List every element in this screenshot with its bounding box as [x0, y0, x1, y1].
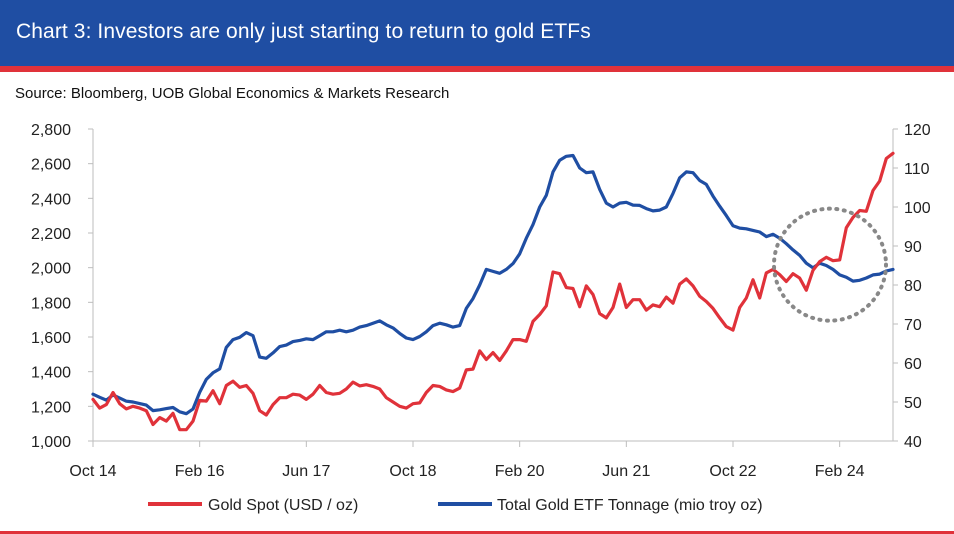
legend-label-etf: Total Gold ETF Tonnage (mio troy oz) [497, 497, 763, 514]
axes: 1,000 1,200 1,400 1,600 1,800 2,000 2,200 2,400… [31, 122, 931, 480]
x-tick-label: Oct 14 [69, 463, 116, 480]
y-left-tick-label: 1,800 [31, 295, 71, 312]
series-line-etf-tonnage [91, 153, 895, 416]
y-right-tick-label: 50 [904, 395, 922, 412]
title-bar: Chart 3: Investors are only just startin… [0, 0, 954, 66]
y-right-tick-label: 60 [904, 356, 922, 373]
annotation-dotted-circle [772, 206, 888, 323]
y-left-tick-label: 2,000 [31, 261, 71, 278]
y-right-tick-label: 70 [904, 317, 922, 334]
y-left-tick-label: 2,400 [31, 191, 71, 208]
y-right-tick-label: 110 [904, 161, 930, 178]
series-line-gold-spot [91, 151, 895, 432]
bottom-accent-rule [0, 531, 954, 534]
x-tick-label: Feb 20 [495, 463, 545, 480]
series-layer [91, 151, 895, 432]
chart-title: Chart 3: Investors are only just startin… [16, 20, 591, 43]
title-accent-rule [0, 66, 954, 72]
annotation-layer [772, 206, 888, 323]
y-right-tick-label: 120 [904, 122, 931, 139]
y-left-tick-label: 2,600 [31, 157, 71, 174]
x-tick-label: Feb 16 [175, 463, 225, 480]
x-tick-label: Jun 17 [282, 463, 330, 480]
x-tick-label: Oct 18 [389, 463, 436, 480]
y-right-tick-label: 90 [904, 239, 922, 256]
y-left-tick-label: 1,000 [31, 434, 71, 451]
y-left-tick-label: 2,800 [31, 122, 71, 139]
y-left-tick-label: 2,200 [31, 226, 71, 243]
source-note: Source: Bloomberg, UOB Global Economics … [15, 85, 450, 102]
x-tick-label: Jun 21 [602, 463, 650, 480]
y-right-tick-label: 40 [904, 434, 922, 451]
y-right-tick-label: 80 [904, 278, 922, 295]
legend: Gold Spot (USD / oz) Total Gold ETF Tonn… [148, 497, 763, 514]
y-left-tick-label: 1,400 [31, 365, 71, 382]
y-right-tick-label: 100 [904, 200, 931, 217]
y-left-tick-label: 1,200 [31, 399, 71, 416]
x-tick-label: Feb 24 [815, 463, 865, 480]
x-tick-label: Oct 22 [709, 463, 756, 480]
legend-label-gold: Gold Spot (USD / oz) [208, 497, 358, 514]
y-left-tick-label: 1,600 [31, 330, 71, 347]
